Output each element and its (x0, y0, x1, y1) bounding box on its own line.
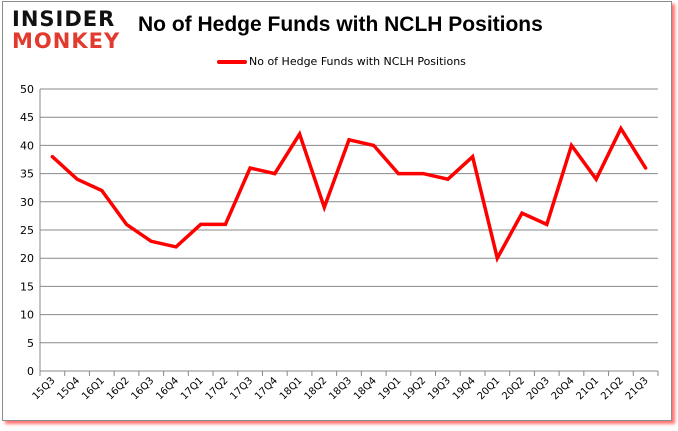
chart-title: No of Hedge Funds with NCLH Positions (138, 13, 543, 36)
y-tick-label: 25 (20, 224, 34, 237)
x-tick-label: 17Q3 (228, 375, 255, 402)
x-tick-label: 20Q2 (500, 375, 527, 402)
x-tick-label: 16Q2 (105, 375, 132, 402)
y-tick-label: 20 (20, 252, 34, 265)
legend-label: No of Hedge Funds with NCLH Positions (249, 55, 466, 68)
y-tick-label: 5 (27, 337, 34, 350)
x-tick-label: 20Q4 (550, 375, 577, 402)
x-tick-label: 17Q2 (204, 375, 231, 402)
insider-monkey-logo: INSIDER MONKEY (12, 9, 120, 52)
x-tick-label: 16Q1 (80, 375, 107, 402)
x-tick-label: 21Q1 (574, 375, 601, 402)
x-tick-label: 18Q4 (352, 375, 379, 402)
x-tick-label: 21Q2 (599, 375, 626, 402)
x-tick-label: 20Q1 (476, 375, 503, 402)
x-tick-label: 16Q3 (130, 375, 157, 402)
x-tick-label: 19Q3 (426, 375, 453, 402)
x-tick-label: 20Q3 (525, 375, 552, 402)
x-tick-label: 19Q4 (451, 375, 478, 402)
x-tick-label: 17Q1 (179, 375, 206, 402)
x-tick-label: 16Q4 (154, 375, 181, 402)
y-tick-label: 10 (20, 309, 34, 322)
x-tick-label: 18Q2 (303, 375, 330, 402)
x-tick-label: 21Q3 (624, 375, 651, 402)
x-tick-label: 18Q1 (278, 375, 305, 402)
logo-line-2: MONKEY (12, 29, 121, 53)
y-tick-label: 35 (20, 168, 34, 181)
x-tick-label: 18Q3 (327, 375, 354, 402)
legend-line-swatch-icon (217, 59, 247, 64)
x-tick-label: 19Q2 (401, 375, 428, 402)
x-tick-label: 15Q4 (55, 375, 82, 402)
y-tick-label: 30 (20, 196, 34, 209)
y-tick-label: 50 (20, 83, 34, 96)
y-tick-label: 40 (20, 139, 34, 152)
x-tick-label: 17Q4 (253, 375, 280, 402)
chart-legend: No of Hedge Funds with NCLH Positions (217, 55, 466, 68)
chart-frame (2, 1, 672, 421)
series-line (50, 124, 648, 263)
x-tick-label: 15Q3 (31, 375, 58, 402)
logo-line-1: INSIDER (12, 7, 116, 31)
y-tick-label: 45 (20, 111, 34, 124)
y-tick-label: 15 (20, 280, 34, 293)
x-tick-label: 19Q1 (377, 375, 404, 402)
y-tick-label: 0 (27, 365, 34, 378)
